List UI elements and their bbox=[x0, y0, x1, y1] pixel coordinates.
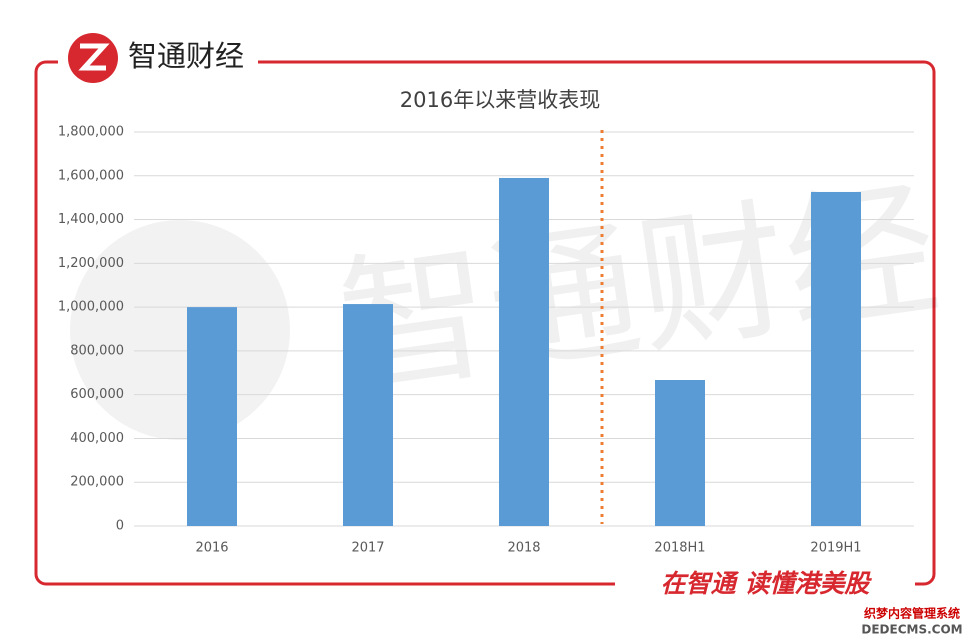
x-tick-label: 2018H1 bbox=[654, 541, 705, 556]
bar bbox=[343, 304, 393, 526]
site-url: DEDECMS.COM bbox=[861, 623, 962, 637]
x-tick-label: 2017 bbox=[351, 541, 384, 556]
frame bbox=[34, 60, 936, 586]
x-tick-label: 2018 bbox=[507, 541, 540, 556]
bar bbox=[187, 307, 237, 526]
y-tick-label: 800,000 bbox=[70, 343, 124, 358]
x-tick-label: 2016 bbox=[195, 541, 228, 556]
bar bbox=[811, 191, 861, 526]
y-tick-label: 0 bbox=[116, 519, 124, 534]
y-tick-label: 400,000 bbox=[70, 431, 124, 446]
y-tick-label: 1,000,000 bbox=[58, 300, 124, 315]
y-tick-label: 1,200,000 bbox=[58, 256, 124, 271]
y-tick-label: 1,600,000 bbox=[58, 168, 124, 183]
y-tick-label: 600,000 bbox=[70, 387, 124, 402]
y-tick-label: 200,000 bbox=[70, 475, 124, 490]
bar bbox=[499, 177, 549, 526]
logo-text: 智通财经 bbox=[128, 39, 244, 73]
chart-title: 2016年以来营收表现 bbox=[400, 88, 600, 112]
slogan-backdrop bbox=[615, 566, 915, 604]
bar bbox=[655, 380, 705, 526]
logo-glyph bbox=[78, 43, 110, 71]
y-tick-label: 1,800,000 bbox=[58, 125, 124, 140]
y-tick-label: 1,400,000 bbox=[58, 212, 124, 227]
watermark-logo bbox=[70, 220, 290, 440]
site-mark: 织梦内容管理系统 bbox=[864, 606, 960, 621]
slogan: 在智通 读懂港美股 bbox=[661, 569, 873, 598]
x-tick-label: 2019H1 bbox=[810, 541, 861, 556]
